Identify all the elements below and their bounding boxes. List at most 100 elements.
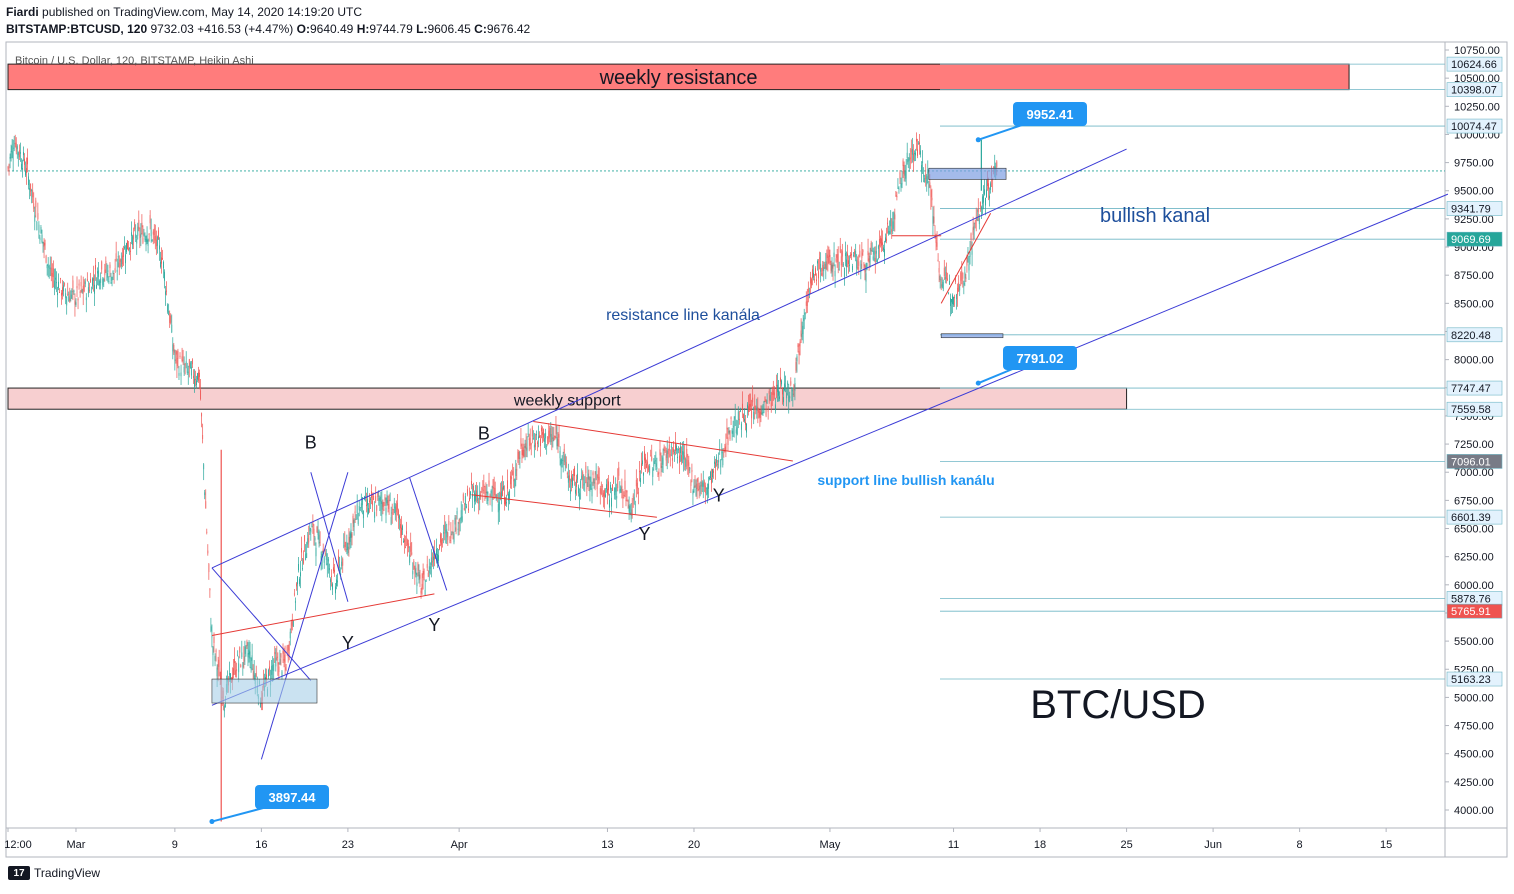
candle-body <box>576 479 577 487</box>
candle-body <box>866 262 868 270</box>
trend-line <box>310 472 349 602</box>
candle-body <box>59 292 60 294</box>
candle-body <box>412 571 414 575</box>
y-tick-label: 8500.00 <box>1454 298 1494 310</box>
candle-body <box>821 273 823 276</box>
trend-line <box>260 472 349 760</box>
candle-body <box>173 345 175 353</box>
candle-body <box>666 450 668 458</box>
candle-body <box>559 450 561 459</box>
x-tick-label: 23 <box>342 839 354 851</box>
candle-body <box>466 489 468 495</box>
low-value: 9606.45 <box>427 22 471 36</box>
candle-body <box>793 385 795 390</box>
footer-brand[interactable]: TradingView <box>34 866 101 880</box>
candle-body <box>665 453 667 461</box>
candle-body <box>30 183 32 192</box>
candle-body <box>190 366 192 376</box>
candle-body <box>957 287 959 295</box>
candle-body <box>54 277 56 280</box>
y-tick-label: 7000.00 <box>1454 467 1494 479</box>
candle-body <box>272 664 274 671</box>
candle-body <box>246 641 248 646</box>
candle-body <box>208 564 210 573</box>
callout-high-pointer <box>977 123 1026 141</box>
candle-body <box>833 252 835 257</box>
candle-body <box>138 219 140 229</box>
candle-body <box>39 237 41 241</box>
candle-body <box>417 563 419 571</box>
candle-body <box>655 463 657 467</box>
symbol-label[interactable]: BITSTAMP:BTCUSD, 120 <box>6 22 148 36</box>
candle-body <box>938 268 940 273</box>
candle-body <box>210 626 212 631</box>
candle-body <box>503 485 504 490</box>
candle-body <box>491 497 493 507</box>
candle-body <box>42 241 44 244</box>
candle-body <box>606 484 607 490</box>
trend-line <box>211 567 312 681</box>
candle-body <box>428 566 430 574</box>
candle-body <box>429 566 431 570</box>
candle-body <box>569 489 571 494</box>
candle-body <box>541 427 542 432</box>
candle-body <box>698 488 700 490</box>
candle-body <box>110 282 112 284</box>
candle-body <box>988 183 989 189</box>
candle-body <box>936 242 938 247</box>
candle-body <box>297 576 298 585</box>
candle-body <box>970 233 972 240</box>
candle-body <box>989 195 990 199</box>
candle-body <box>240 665 242 667</box>
candle-body <box>838 268 840 270</box>
candle-body <box>397 510 399 519</box>
candle-body <box>314 537 316 541</box>
candle-body <box>339 564 341 568</box>
candle-body <box>116 269 118 272</box>
candle-body <box>17 152 19 156</box>
candle-body <box>682 450 684 455</box>
candle-body <box>34 215 36 222</box>
candle-body <box>788 395 790 402</box>
x-tick-label: May <box>820 839 841 851</box>
candle-body <box>148 233 150 235</box>
level-label-box <box>1446 82 1503 97</box>
candle-body <box>111 276 113 281</box>
candle-body <box>579 493 581 500</box>
candle-body <box>406 531 408 534</box>
candle-body <box>369 500 370 502</box>
candle-body <box>199 372 200 378</box>
candle-body <box>11 145 13 153</box>
candle-body <box>649 465 651 474</box>
candle-body <box>99 280 101 286</box>
candle-body <box>58 281 59 289</box>
y-tick-label: 9500.00 <box>1454 186 1494 198</box>
author-name[interactable]: Fiardi <box>6 5 39 19</box>
candle-body <box>956 294 958 300</box>
candle-body <box>84 281 86 285</box>
candle-body <box>271 665 273 675</box>
candle-body <box>123 246 125 249</box>
candle-body <box>887 222 889 225</box>
x-tick-label: 25 <box>1120 839 1132 851</box>
candle-body <box>806 300 808 307</box>
trend-line <box>409 477 448 591</box>
candle-body <box>463 508 465 510</box>
candle-body <box>479 494 481 500</box>
candle-body <box>80 282 82 287</box>
candle-body <box>591 488 593 497</box>
candle-body <box>635 479 637 487</box>
candle-body <box>79 291 81 293</box>
candle-body <box>799 341 801 347</box>
candle-body <box>304 535 306 542</box>
candle-body <box>446 528 448 538</box>
candle-body <box>465 505 467 508</box>
candle-body <box>436 549 437 555</box>
level-label: 6601.39 <box>1451 512 1491 524</box>
candle-body <box>170 315 172 323</box>
candle-body <box>979 201 981 207</box>
candle-body <box>269 666 271 670</box>
candle-body <box>624 480 626 489</box>
candle-body <box>78 283 80 286</box>
